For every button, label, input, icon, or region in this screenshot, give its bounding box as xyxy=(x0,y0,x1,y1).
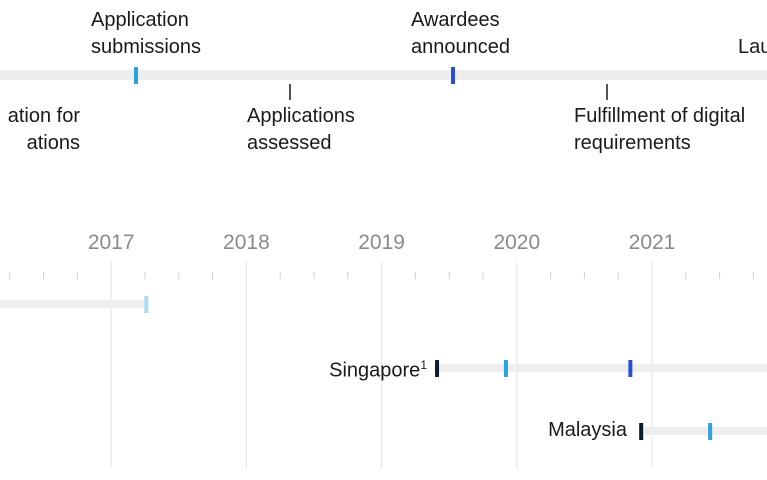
chart-series xyxy=(0,296,767,440)
marker-awardees xyxy=(628,360,633,377)
legend-marker-submissions xyxy=(134,67,138,84)
legend-track xyxy=(0,70,767,80)
legend-label-awardees: Awardees announced xyxy=(411,9,510,58)
x-tick-label: 2021 xyxy=(629,231,676,254)
legend-marker-awardees xyxy=(451,67,455,84)
marker-submissions xyxy=(144,296,149,313)
series-label-singapore: Singapore1 xyxy=(329,358,427,382)
legend-label-assessed: Applications assessed xyxy=(247,105,355,154)
x-tick-label: 2020 xyxy=(493,231,540,254)
legend-label-submissions: Application submissions xyxy=(91,9,202,58)
x-tick-label: 2019 xyxy=(358,231,405,254)
x-tick-label: 2018 xyxy=(223,231,270,254)
series-track xyxy=(641,427,767,435)
marker-invitation xyxy=(435,360,440,377)
series-track xyxy=(0,300,149,308)
legend-label-fulfillment: Fulfillment of digital requirements xyxy=(574,105,746,154)
marker-submissions xyxy=(708,423,713,440)
series-track xyxy=(437,364,767,372)
legend-label-launch: Lau xyxy=(738,36,767,58)
marker-invitation xyxy=(639,423,644,440)
marker-submissions xyxy=(503,360,508,377)
series-label-malaysia: Malaysia xyxy=(548,419,627,441)
x-tick-label: 2017 xyxy=(88,231,135,254)
legend-label-invitation: ation for ations xyxy=(7,105,80,154)
legend-timeline xyxy=(0,67,767,100)
